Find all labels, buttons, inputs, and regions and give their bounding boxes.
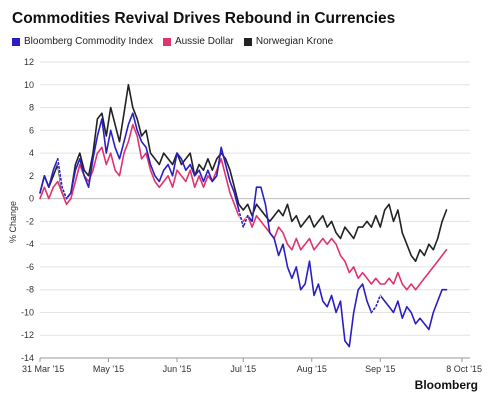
legend: Bloomberg Commodity Index Aussie Dollar … xyxy=(12,36,333,47)
series-line-aussie-dollar xyxy=(39,123,448,291)
legend-label-commodity: Bloomberg Commodity Index xyxy=(24,36,153,47)
y-tick-label: -10 xyxy=(21,307,34,317)
legend-swatch-aussie xyxy=(162,37,171,46)
x-tick-label: Sep '15 xyxy=(365,364,395,374)
y-tick-label: -2 xyxy=(26,216,34,226)
dotted-gap-segment xyxy=(238,209,249,230)
x-tick-label: May '15 xyxy=(93,364,124,374)
bloomberg-logo: Bloomberg xyxy=(414,378,478,392)
y-tick-label: -4 xyxy=(26,239,34,249)
y-tick-label: -14 xyxy=(21,353,34,363)
x-tick-label: 31 Mar '15 xyxy=(22,364,64,374)
series-line-norwegian-krone xyxy=(39,84,448,262)
legend-swatch-commodity xyxy=(12,37,20,46)
y-tick-label: 4 xyxy=(29,148,34,158)
legend-item-krone: Norwegian Krone xyxy=(243,36,334,47)
legend-label-krone: Norwegian Krone xyxy=(255,36,334,47)
dotted-gap-segment xyxy=(370,294,382,314)
x-axis-ticks: 31 Mar '15 May '15 Jun '15 Jul '15 Aug '15 Se… xyxy=(22,357,482,374)
y-tick-label: 10 xyxy=(24,80,34,90)
x-tick-label: Aug '15 xyxy=(297,364,327,374)
series-group xyxy=(39,84,448,348)
legend-label-aussie: Aussie Dollar xyxy=(174,36,234,47)
x-tick-label: Jun '15 xyxy=(163,364,192,374)
legend-item-commodity: Bloomberg Commodity Index xyxy=(12,36,153,47)
legend-swatch-krone xyxy=(243,37,252,46)
chart-title: Commodities Revival Drives Rebound in Cu… xyxy=(12,10,396,27)
y-tick-label: -6 xyxy=(26,262,34,272)
dotted-gap-mask xyxy=(237,209,249,231)
y-tick-label: -8 xyxy=(26,285,34,295)
y-tick-label: 6 xyxy=(29,125,34,135)
x-tick-label: 8 Oct '15 xyxy=(446,364,482,374)
dotted-gap-segment xyxy=(56,158,68,200)
y-tick-label: 8 xyxy=(29,103,34,113)
y-tick-label: 0 xyxy=(29,194,34,204)
y-axis-label: % Change xyxy=(8,201,18,243)
y-axis-ticks: 12 10 8 6 4 2 0 -2 -4 -6 -8 -10 -12 -14 xyxy=(21,57,34,363)
x-tick-label: Jul '15 xyxy=(230,364,256,374)
legend-item-aussie: Aussie Dollar xyxy=(162,36,234,47)
y-tick-label: 2 xyxy=(29,171,34,181)
y-tick-label: 12 xyxy=(24,57,34,67)
y-tick-label: -12 xyxy=(21,330,34,340)
